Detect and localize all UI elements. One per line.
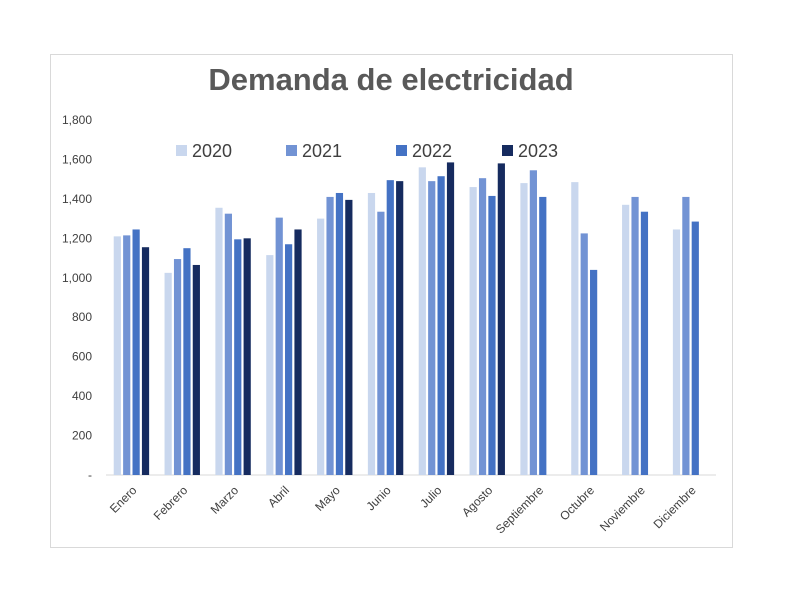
chart-title: Demanda de electricidad <box>208 62 574 97</box>
bar-2022-abril <box>285 244 293 475</box>
bar-2021-diciembre <box>682 196 690 476</box>
bar-2020-diciembre <box>672 229 681 475</box>
y-tick-label: 800 <box>72 310 92 324</box>
legend-swatch-2021 <box>286 145 297 156</box>
bar-2020-octubre <box>571 182 579 476</box>
y-axis: - 200 400 600 800 1,000 1,200 1,400 1,600 1,800 <box>62 113 92 482</box>
x-tick-label: Junio <box>364 483 394 513</box>
bar-2022-septiembre <box>539 196 547 476</box>
bar-2021-enero <box>123 235 131 475</box>
legend-label-2020: 2020 <box>192 141 232 161</box>
y-tick-label: 400 <box>72 389 92 403</box>
legend-label-2021: 2021 <box>302 141 342 161</box>
x-tick-label: Marzo <box>208 483 242 517</box>
bar-2020-enero <box>113 236 121 475</box>
y-tick-label: 1,000 <box>62 271 92 285</box>
bar-2020-agosto <box>469 187 477 475</box>
bar-2022-julio <box>437 176 445 475</box>
bar-2021-febrero <box>173 259 182 475</box>
bar-2023-abril <box>294 229 302 475</box>
bar-2021-mayo <box>326 196 334 476</box>
y-tick-label: - <box>88 468 92 482</box>
bar-2020-julio <box>418 167 426 475</box>
bar-2020-noviembre <box>622 204 630 475</box>
bar-2023-agosto <box>497 163 505 475</box>
bar-2023-mayo <box>345 199 353 476</box>
y-tick-label: 1,400 <box>62 192 92 206</box>
bar-2023-febrero <box>192 264 200 475</box>
bars <box>113 162 699 476</box>
bar-2023-junio <box>396 181 404 475</box>
legend-swatch-2020 <box>176 145 187 156</box>
x-tick-label: Abril <box>265 483 292 510</box>
legend: 2020 2021 2022 2023 <box>176 141 558 161</box>
legend-swatch-2022 <box>396 145 407 156</box>
bar-2021-julio <box>428 181 436 475</box>
bar-2022-enero <box>132 229 140 475</box>
bar-2021-junio <box>377 211 385 475</box>
x-tick-label: Agosto <box>459 483 496 520</box>
x-tick-label: Octubre <box>557 483 597 523</box>
y-tick-label: 1,200 <box>62 231 92 245</box>
bar-2020-septiembre <box>520 183 528 476</box>
bar-2022-noviembre <box>640 211 649 475</box>
bar-2021-agosto <box>478 178 487 475</box>
x-tick-label: Enero <box>107 483 140 516</box>
bar-2020-febrero <box>164 272 172 475</box>
bar-2023-marzo <box>243 238 251 475</box>
bar-2020-abril <box>266 255 274 475</box>
y-tick-label: 200 <box>72 429 92 443</box>
bar-2023-enero <box>141 247 150 475</box>
legend-swatch-2023 <box>502 145 513 156</box>
y-tick-label: 600 <box>72 350 92 364</box>
bar-2020-mayo <box>317 218 325 476</box>
bar-2022-mayo <box>335 192 344 475</box>
bar-2021-abril <box>275 217 283 476</box>
y-tick-label: 1,600 <box>62 152 92 166</box>
bar-2021-septiembre <box>529 170 537 476</box>
bar-2022-octubre <box>590 269 598 475</box>
x-tick-label: Diciembre <box>651 483 699 531</box>
bar-2022-diciembre <box>691 221 699 475</box>
bar-2021-marzo <box>224 213 232 475</box>
bar-2020-junio <box>367 192 376 475</box>
bar-2021-noviembre <box>631 196 639 476</box>
bar-2022-febrero <box>183 248 191 475</box>
bar-2022-marzo <box>234 239 242 475</box>
x-tick-label: Mayo <box>312 483 343 514</box>
bar-2023-julio <box>446 162 455 475</box>
x-tick-label: Septiembre <box>493 483 547 537</box>
bar-2022-agosto <box>488 195 496 475</box>
x-tick-label: Febrero <box>151 483 191 523</box>
x-tick-label: Noviembre <box>597 483 648 534</box>
y-tick-label: 1,800 <box>62 113 92 127</box>
x-tick-label: Julio <box>417 483 445 511</box>
legend-label-2022: 2022 <box>412 141 452 161</box>
bar-2021-octubre <box>580 233 588 475</box>
x-axis: Enero Febrero Marzo Abril Mayo Junio Julio Agos… <box>106 474 716 537</box>
bar-2022-junio <box>386 180 394 475</box>
bar-2020-marzo <box>215 207 223 475</box>
legend-label-2023: 2023 <box>518 141 558 161</box>
